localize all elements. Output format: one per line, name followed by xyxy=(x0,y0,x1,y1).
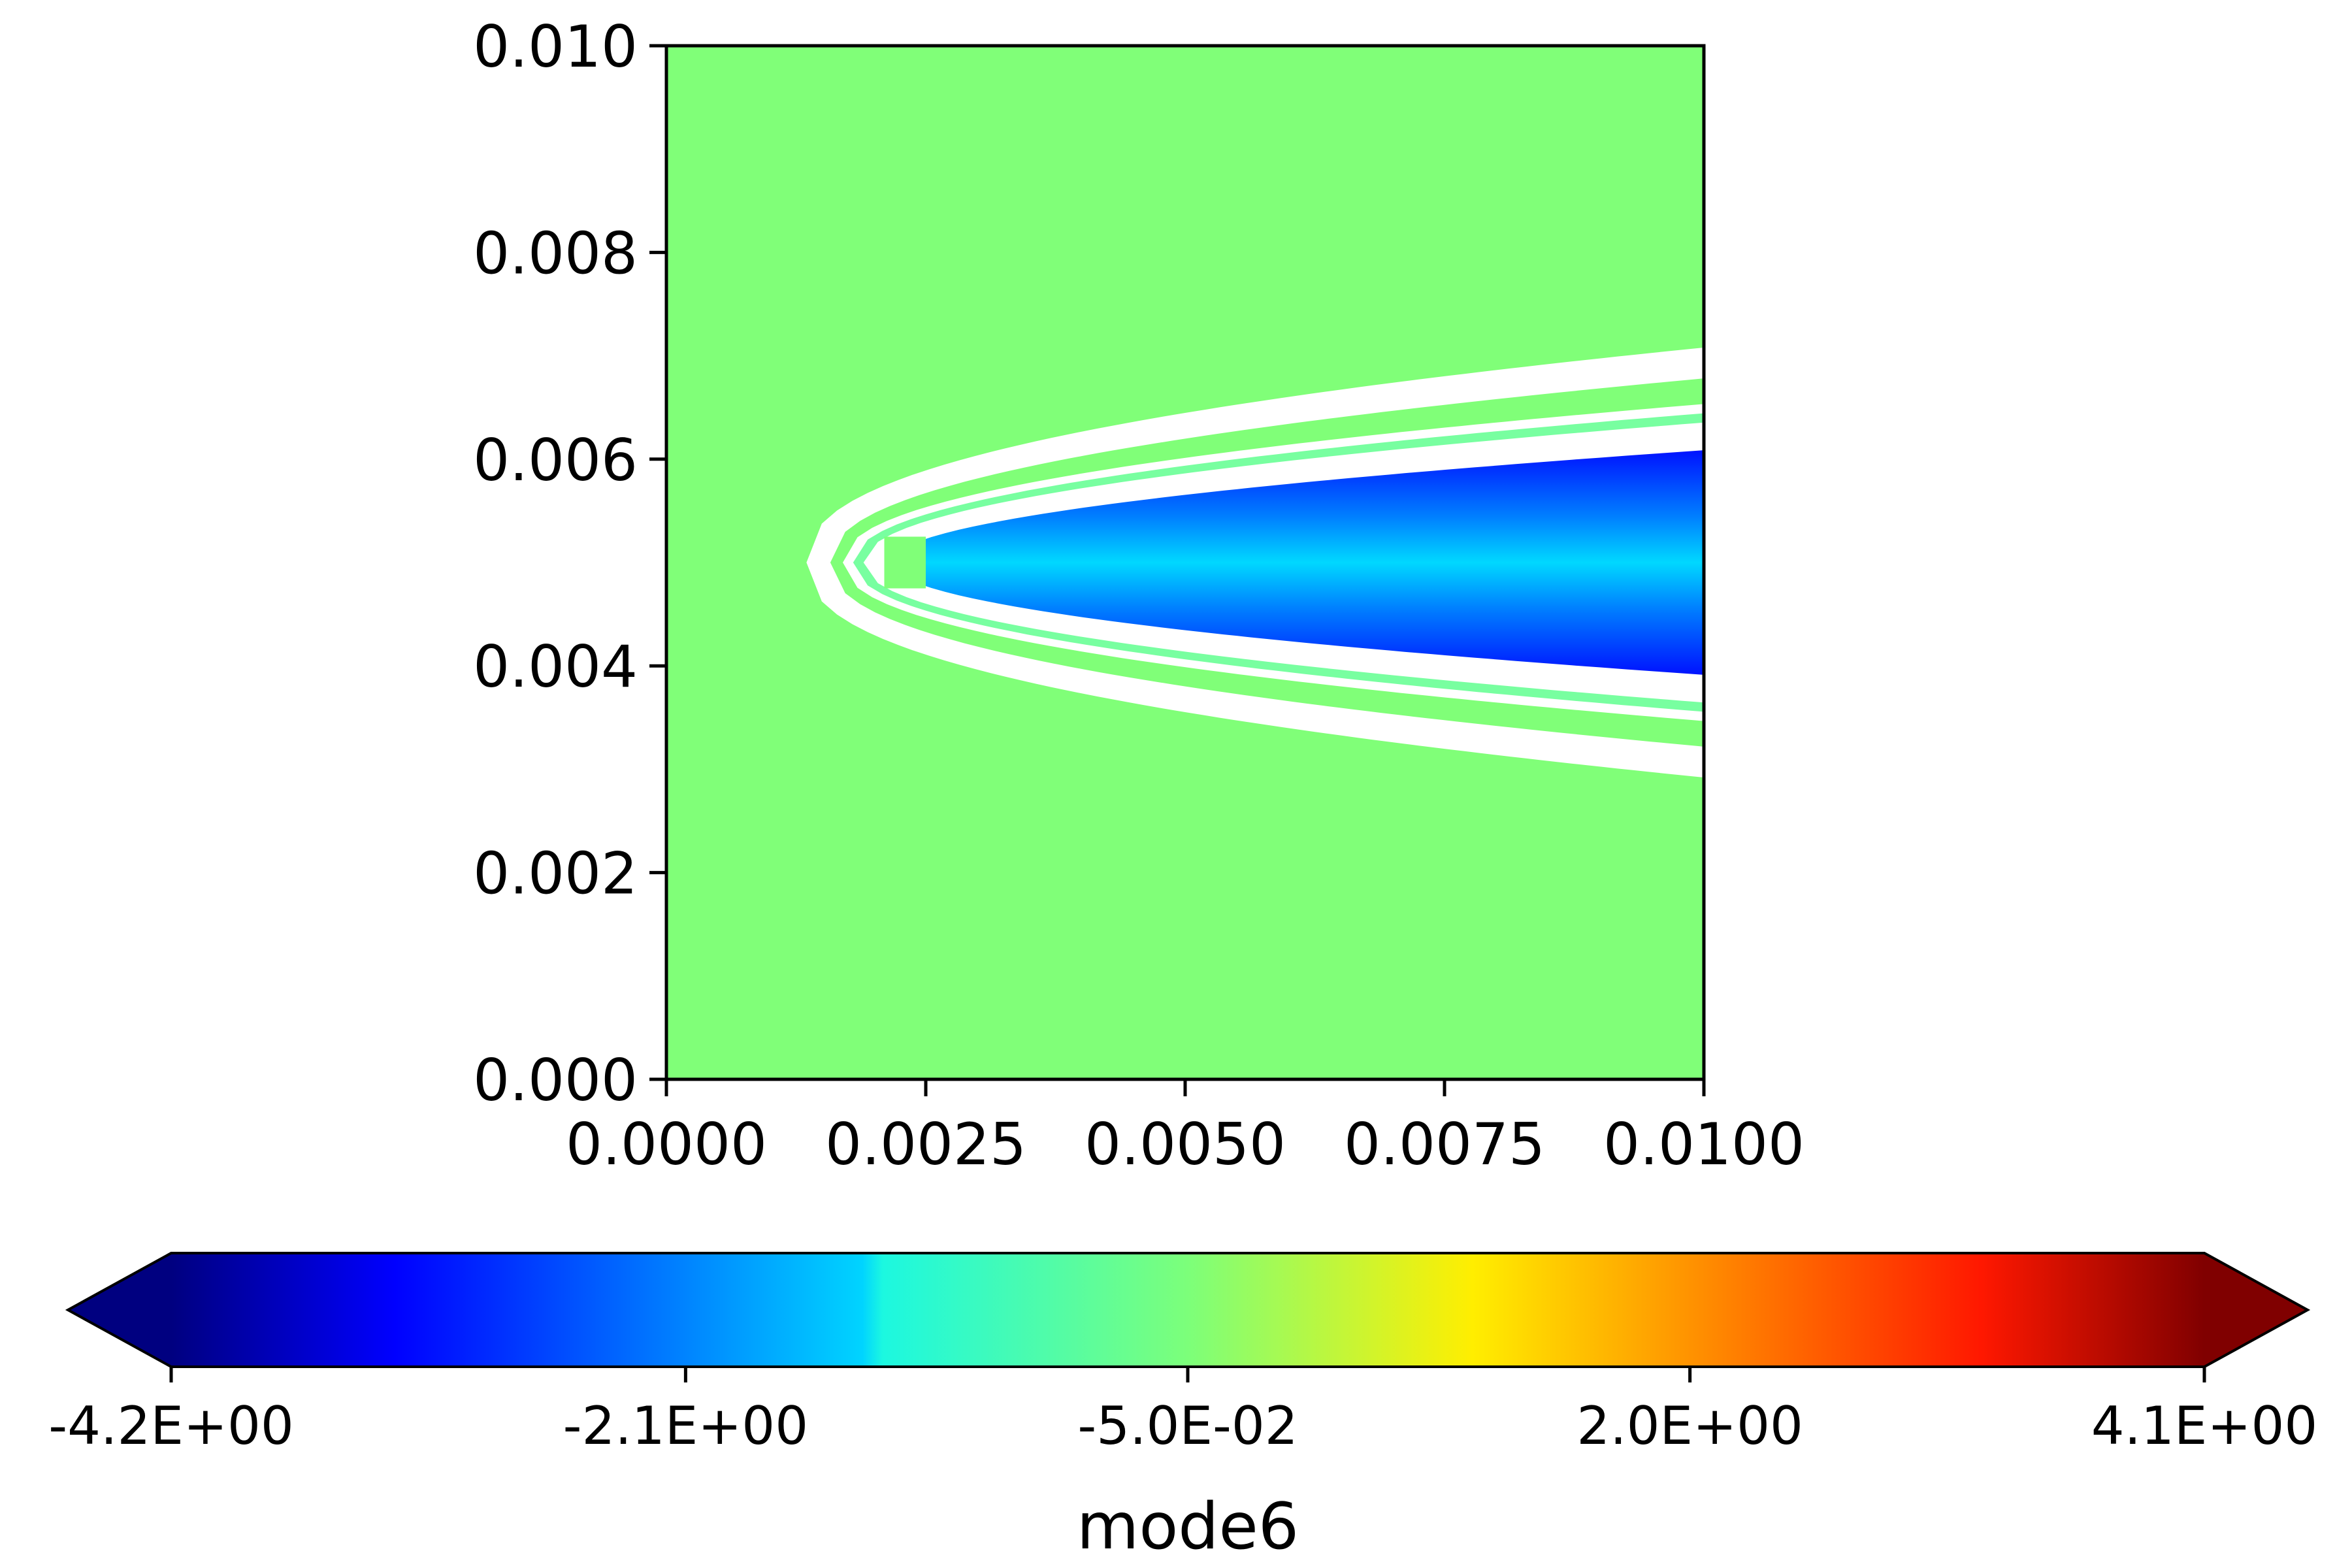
colorbar-tick-label: -2.1E+00 xyxy=(563,1396,808,1456)
colorbar: -4.2E+00 -2.1E+00 -5.0E-02 2.0E+00 4.1E+00 m… xyxy=(48,1252,2317,1564)
x-tick-label: 0.0000 xyxy=(566,1111,767,1178)
y-tick-label: 0.000 xyxy=(473,1047,638,1114)
colorbar-tick-label: 4.1E+00 xyxy=(2091,1396,2318,1456)
x-tick-label: 0.0100 xyxy=(1603,1111,1805,1178)
colorbar-tick-label: -4.2E+00 xyxy=(48,1396,293,1456)
colorbar-label: mode6 xyxy=(1077,1490,1299,1564)
x-tick-label: 0.0050 xyxy=(1085,1111,1286,1178)
colorbar-extend-high xyxy=(2204,1253,2308,1367)
x-tick-label: 0.0075 xyxy=(1344,1111,1545,1178)
obstacle-block xyxy=(884,536,926,589)
colorbar-tick-label: -5.0E-02 xyxy=(1077,1396,1298,1456)
x-tick-label: 0.0025 xyxy=(825,1111,1026,1178)
wake-core xyxy=(889,450,1704,675)
colorbar-gradient xyxy=(171,1253,2204,1367)
colorbar-extend-low xyxy=(68,1253,171,1367)
plot-area xyxy=(666,46,1704,1079)
y-axis: 0.000 0.002 0.004 0.006 0.008 0.010 xyxy=(473,13,666,1114)
y-tick-label: 0.006 xyxy=(473,427,638,494)
y-tick-label: 0.010 xyxy=(473,13,638,80)
colorbar-tick-label: 2.0E+00 xyxy=(1576,1396,1803,1456)
colorbar-ticks: -4.2E+00 -2.1E+00 -5.0E-02 2.0E+00 4.1E+00 xyxy=(48,1367,2317,1456)
y-tick-label: 0.004 xyxy=(473,633,638,700)
x-axis: 0.0000 0.0025 0.0050 0.0075 0.0100 xyxy=(566,1079,1805,1178)
y-tick-label: 0.002 xyxy=(473,840,638,907)
y-tick-label: 0.008 xyxy=(473,220,638,287)
